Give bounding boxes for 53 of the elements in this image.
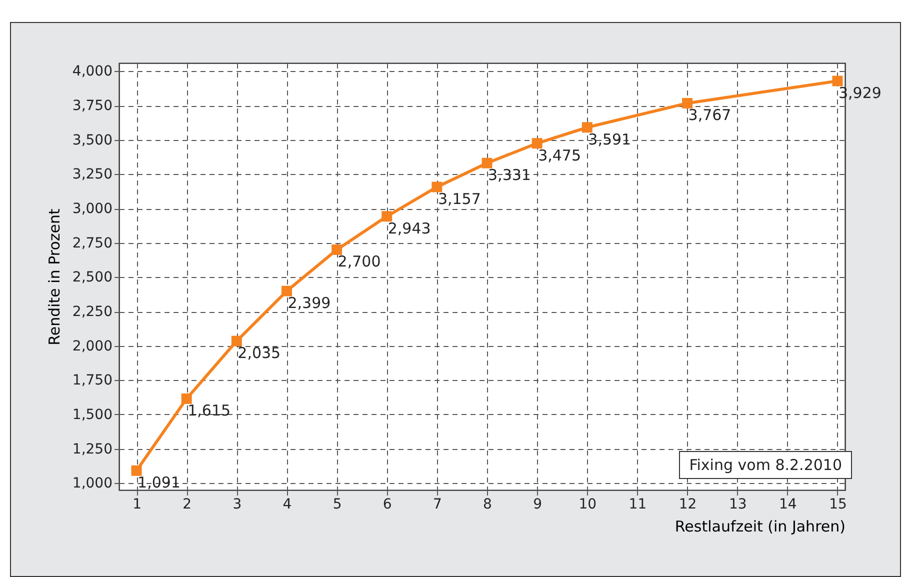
x-tick-label: 7 bbox=[432, 496, 442, 512]
x-tick-label: 9 bbox=[533, 496, 542, 512]
x-tick-label: 10 bbox=[578, 496, 597, 512]
point bbox=[382, 211, 392, 222]
x-tick-label: 8 bbox=[483, 496, 492, 512]
data-label: 1,091 bbox=[138, 474, 180, 492]
y-tick-label: 1,000 bbox=[72, 476, 112, 492]
y-tick-label: 3,750 bbox=[72, 98, 112, 114]
y-tick-label: 1,750 bbox=[72, 372, 112, 389]
x-tick-label: 4 bbox=[282, 496, 292, 512]
y-tick-label: 1,250 bbox=[72, 441, 112, 458]
point bbox=[281, 286, 292, 296]
x-axis-title: Restlaufzeit (in Jahren) bbox=[674, 518, 846, 536]
data-label: 2,035 bbox=[238, 344, 281, 362]
x-tick-label: 14 bbox=[779, 496, 797, 512]
point bbox=[332, 244, 342, 255]
y-tick-label: 4,000 bbox=[72, 64, 112, 80]
data-label: 3,767 bbox=[688, 106, 732, 124]
point bbox=[181, 393, 192, 404]
point bbox=[131, 465, 142, 476]
point bbox=[432, 182, 442, 192]
x-tick-label: 11 bbox=[628, 496, 647, 512]
point bbox=[231, 336, 242, 346]
y-tick-label: 3,250 bbox=[72, 166, 112, 183]
y-tick-label: 2,250 bbox=[72, 304, 112, 320]
x-tick-label: 3 bbox=[232, 496, 242, 512]
data-label: 2,399 bbox=[288, 294, 331, 312]
x-tick-label: 6 bbox=[382, 496, 392, 512]
point bbox=[532, 138, 542, 149]
data-label: 1,615 bbox=[188, 402, 231, 420]
y-tick-label: 3,500 bbox=[72, 132, 112, 148]
y-tick-label: 3,000 bbox=[72, 201, 112, 218]
point bbox=[582, 122, 592, 133]
y-tick-label: 1,500 bbox=[72, 406, 112, 423]
y-tick-label: 2,750 bbox=[72, 235, 112, 252]
point bbox=[482, 158, 492, 168]
y-axis-title: Rendite in Prozent bbox=[45, 208, 64, 346]
x-tick-label: 15 bbox=[829, 496, 847, 512]
data-label: 3,591 bbox=[588, 130, 632, 148]
data-label: 3,475 bbox=[538, 146, 582, 164]
x-tick-label: 13 bbox=[728, 496, 747, 512]
x-tick-label: 12 bbox=[678, 496, 697, 512]
x-tick-label: 2 bbox=[182, 496, 192, 512]
y-tick-label: 2,500 bbox=[72, 270, 112, 286]
x-tick-label: 5 bbox=[332, 496, 342, 512]
point bbox=[682, 98, 693, 108]
annotation: Fixing vom 8.2.2010 bbox=[679, 451, 852, 479]
point bbox=[832, 76, 843, 86]
data-label: 2,700 bbox=[338, 252, 381, 271]
data-label: 2,943 bbox=[388, 219, 431, 238]
x-tick-label: 1 bbox=[132, 496, 142, 512]
y-tick-label: 2,000 bbox=[72, 338, 112, 354]
data-label: 3,157 bbox=[438, 190, 481, 208]
